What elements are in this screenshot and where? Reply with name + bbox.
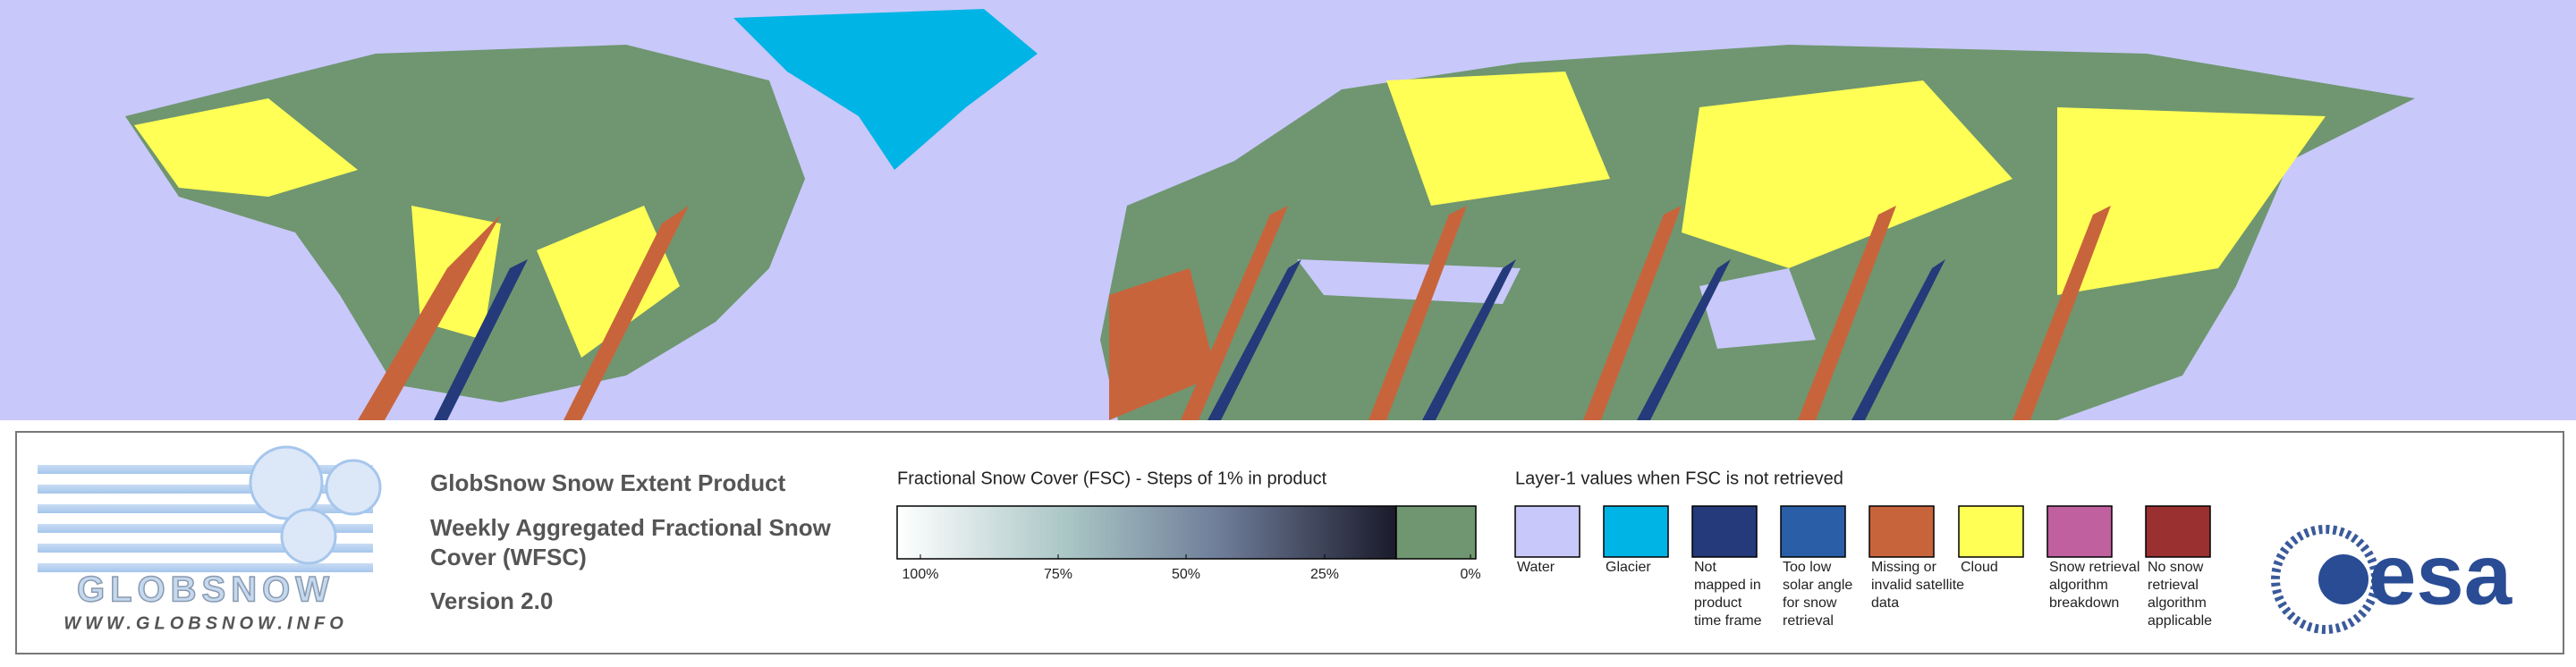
legend-label: algorithm [2049,578,2108,593]
legend-title: Layer-1 values when FSC is not retrieved [1515,469,1843,488]
legend-label: solar angle [1783,578,1852,593]
colorbar-tick-label: 25% [1310,567,1339,582]
legend-label: algorithm [2148,595,2207,611]
legend-swatch [1691,505,1758,558]
esa-logo: esa [2271,525,2512,634]
legend-label: applicable [2148,613,2212,629]
product-subtitle: Cover (WFSC) [430,544,587,570]
logo: GLOBSNOW WWW.GLOBSNOW.INFO [38,445,382,633]
legend-swatch [1780,505,1846,558]
legend-swatch [1958,505,2024,558]
colorbar-tick-label: 100% [902,567,939,582]
legend-label: data [1871,595,1899,611]
product-subtitle: Weekly Aggregated Fractional Snow [430,514,832,541]
legend-swatch [1514,505,1580,558]
legend-swatch [1603,505,1669,558]
map [0,0,2576,420]
legend-label: Missing or [1871,560,1937,575]
legend-label: Water [1517,560,1555,575]
legend-label: Too low [1783,560,1832,575]
logo-name: GLOBSNOW [77,570,335,610]
legend-label: for snow [1783,595,1837,611]
legend-label: time frame [1694,613,1762,629]
colorbar-zero [1395,505,1477,560]
logo-url: WWW.GLOBSNOW.INFO [64,613,348,633]
legend-label: Glacier [1606,560,1651,575]
legend-swatch [2046,505,2113,558]
colorbar-title: Fractional Snow Cover (FSC) - Steps of 1… [897,469,1327,488]
colorbar-tick-label: 50% [1172,567,1200,582]
product-title: GlobSnow Snow Extent Product [430,469,786,496]
esa-name: esa [2368,527,2512,622]
product-version: Version 2.0 [430,587,553,614]
legend-label: product [1694,595,1742,611]
legend-label: Cloud [1961,560,1998,575]
legend-label: mapped in [1694,578,1761,593]
legend-swatch [1868,505,1935,558]
legend-label: retrieval [2148,578,2199,593]
legend-label: Snow retrieval [2049,560,2140,575]
legend-label: retrieval [1783,613,1834,629]
legend-label: breakdown [2049,595,2119,611]
colorbar-tick-label: 0% [1460,567,1480,582]
legend-label: invalid satellite [1871,578,1964,593]
colorbar [896,505,1397,560]
colorbar-tick-label: 75% [1044,567,1072,582]
legend-swatch [2145,505,2211,558]
legend-label: No snow [2148,560,2204,575]
legend-label: Not [1694,560,1716,575]
